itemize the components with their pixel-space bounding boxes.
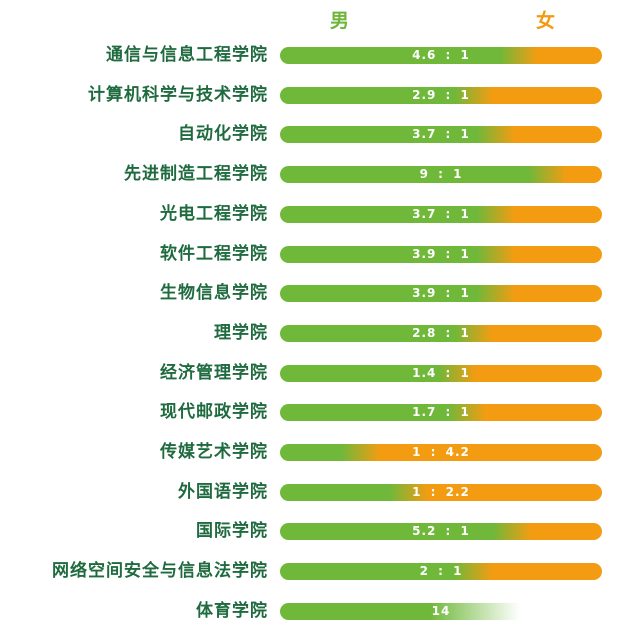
category-label: 网络空间安全与信息法学院 bbox=[52, 561, 268, 581]
bar-row: 经济管理学院 1.4 : 1 bbox=[0, 362, 640, 384]
ratio-bar bbox=[280, 166, 602, 183]
ratio-label: 1.7 : 1 bbox=[412, 405, 470, 419]
ratio-label: 2.9 : 1 bbox=[412, 88, 470, 102]
ratio-bar bbox=[280, 444, 602, 461]
legend-male: 男 bbox=[330, 10, 350, 32]
ratio-bar bbox=[280, 365, 602, 382]
ratio-label: 9 : 1 bbox=[419, 167, 463, 181]
ratio-label: 1.4 : 1 bbox=[412, 366, 470, 380]
bar-row: 外国语学院 1 : 2.2 bbox=[0, 481, 640, 503]
bar-row: 理学院 2.8 : 1 bbox=[0, 322, 640, 344]
bar-row: 自动化学院 3.7 : 1 bbox=[0, 123, 640, 145]
legend-female: 女 bbox=[536, 10, 556, 32]
category-label: 通信与信息工程学院 bbox=[106, 45, 268, 65]
category-label: 现代邮政学院 bbox=[160, 402, 268, 422]
ratio-label: 2 : 1 bbox=[419, 564, 463, 578]
ratio-label: 3.9 : 1 bbox=[412, 247, 470, 261]
ratio-bar bbox=[280, 206, 602, 223]
ratio-bar bbox=[280, 87, 602, 104]
ratio-label: 1 : 2.2 bbox=[412, 485, 470, 499]
bar-row: 生物信息学院 3.9 : 1 bbox=[0, 282, 640, 304]
ratio-label: 3.7 : 1 bbox=[412, 207, 470, 221]
ratio-label: 5.2 : 1 bbox=[412, 524, 470, 538]
bottom-fade-overlay bbox=[430, 592, 630, 626]
category-label: 光电工程学院 bbox=[160, 204, 268, 224]
bar-row: 光电工程学院 3.7 : 1 bbox=[0, 203, 640, 225]
category-label: 经济管理学院 bbox=[160, 363, 268, 383]
bar-row: 先进制造工程学院 9 : 1 bbox=[0, 163, 640, 185]
ratio-bar bbox=[280, 404, 602, 421]
category-label: 软件工程学院 bbox=[160, 244, 268, 264]
ratio-label: 3.9 : 1 bbox=[412, 286, 470, 300]
ratio-bar bbox=[280, 246, 602, 263]
ratio-bar bbox=[280, 563, 602, 580]
category-label: 理学院 bbox=[214, 323, 268, 343]
ratio-label: 2.8 : 1 bbox=[412, 326, 470, 340]
category-label: 外国语学院 bbox=[178, 482, 268, 502]
ratio-bar bbox=[280, 484, 602, 501]
bar-row: 传媒艺术学院 1 : 4.2 bbox=[0, 441, 640, 463]
category-label: 体育学院 bbox=[196, 601, 268, 621]
ratio-bar bbox=[280, 285, 602, 302]
ratio-bar bbox=[280, 523, 602, 540]
ratio-label: 4.6 : 1 bbox=[412, 48, 470, 62]
category-label: 传媒艺术学院 bbox=[160, 442, 268, 462]
ratio-bar bbox=[280, 325, 602, 342]
ratio-bar bbox=[280, 47, 602, 64]
category-label: 计算机科学与技术学院 bbox=[88, 85, 268, 105]
ratio-label: 1 : 4.2 bbox=[412, 445, 470, 459]
bar-row: 软件工程学院 3.9 : 1 bbox=[0, 243, 640, 265]
category-label: 国际学院 bbox=[196, 521, 268, 541]
bar-row: 网络空间安全与信息法学院 2 : 1 bbox=[0, 560, 640, 582]
category-label: 生物信息学院 bbox=[160, 283, 268, 303]
category-label: 自动化学院 bbox=[178, 124, 268, 144]
ratio-bar bbox=[280, 126, 602, 143]
category-label: 先进制造工程学院 bbox=[124, 164, 268, 184]
bar-row: 国际学院 5.2 : 1 bbox=[0, 520, 640, 542]
bar-row: 通信与信息工程学院 4.6 : 1 bbox=[0, 44, 640, 66]
bar-row: 现代邮政学院 1.7 : 1 bbox=[0, 401, 640, 423]
bar-row: 计算机科学与技术学院 2.9 : 1 bbox=[0, 84, 640, 106]
ratio-label: 3.7 : 1 bbox=[412, 127, 470, 141]
